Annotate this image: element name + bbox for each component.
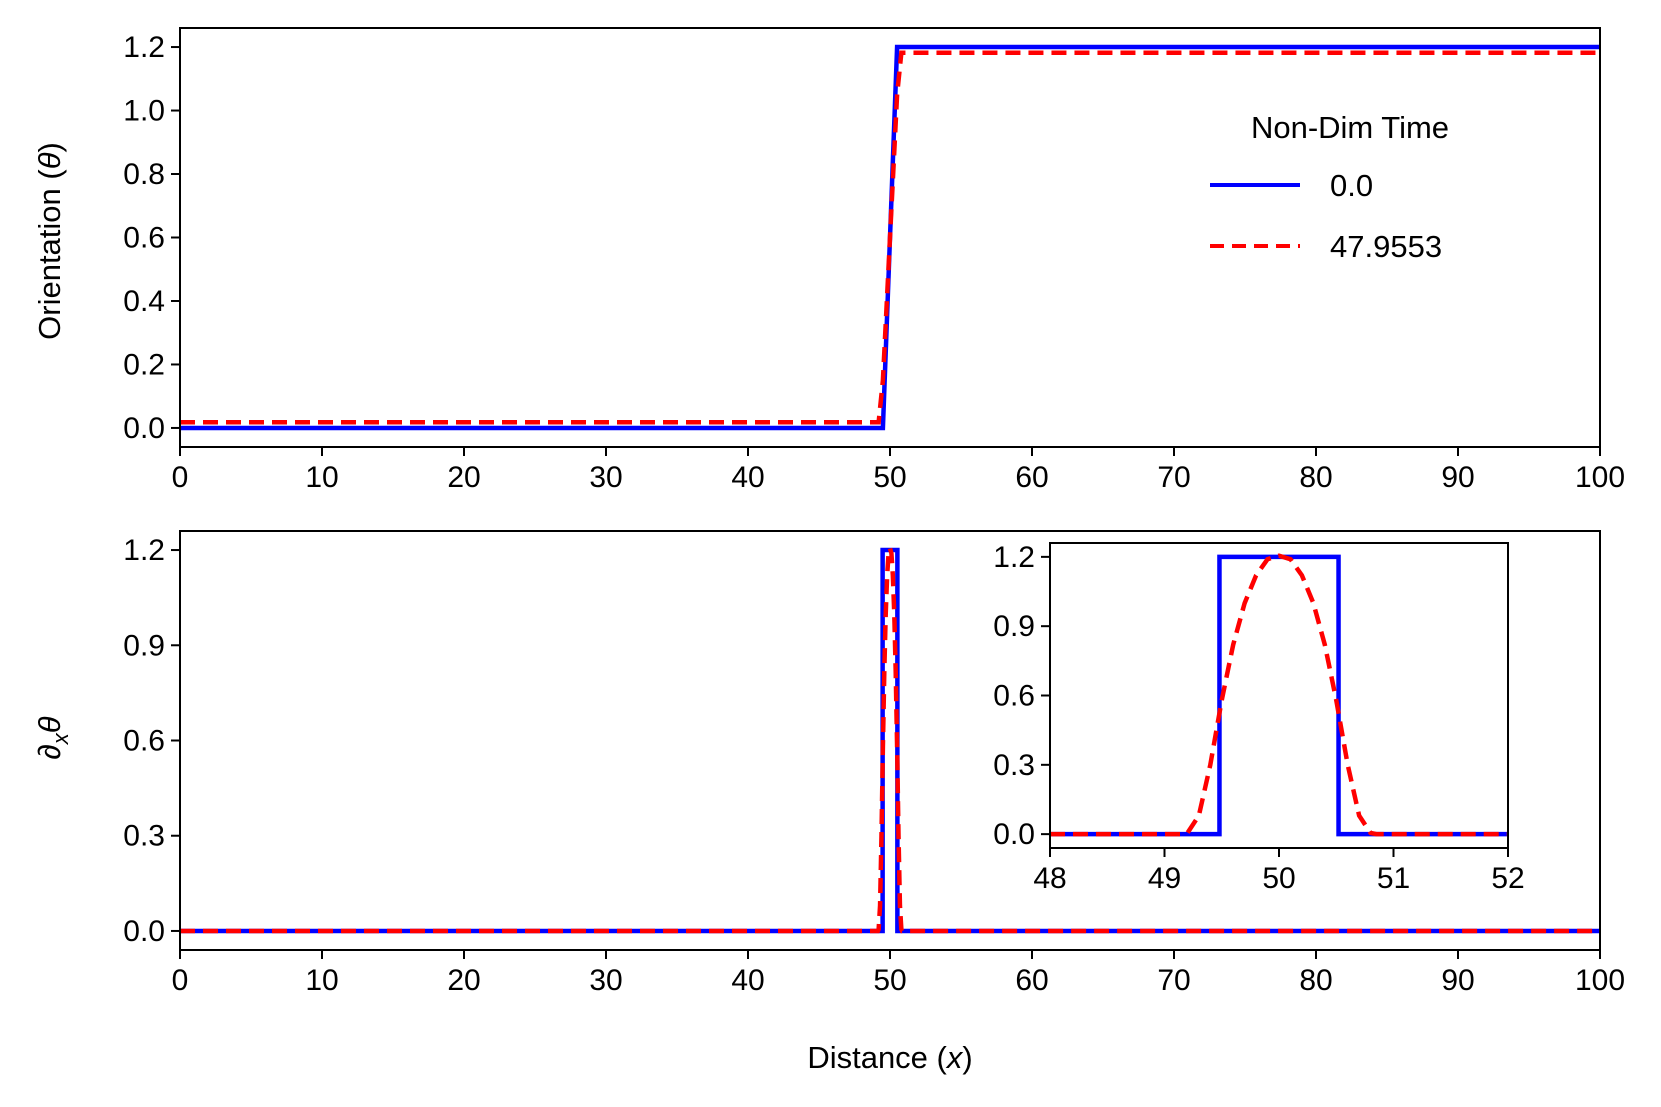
inset-x-tick-label: 51 bbox=[1377, 862, 1410, 895]
inset-y-tick-label: 0.3 bbox=[993, 749, 1035, 782]
top-x-tick-label: 50 bbox=[873, 461, 906, 494]
inset-y-tick-label: 1.2 bbox=[993, 541, 1035, 574]
bottom-x-tick-label: 50 bbox=[873, 964, 906, 997]
top-x-tick-label: 20 bbox=[447, 461, 480, 494]
bottom-x-axis-label-main: Distance ( bbox=[807, 1040, 947, 1075]
bottom-x-tick-label: 100 bbox=[1575, 964, 1625, 997]
bottom-y-axis-label-subscript: x bbox=[48, 732, 73, 745]
top-x-tick-label: 80 bbox=[1299, 461, 1332, 494]
bottom-x-tick-label: 0 bbox=[172, 964, 189, 997]
inset-plot-background bbox=[1050, 543, 1508, 848]
top-x-tick-label: 0 bbox=[172, 461, 189, 494]
inset-plot-area: 48 49 50 51 52 0.0 0.3 0.6 0.9 1.2 bbox=[993, 541, 1524, 895]
legend-title: Non-Dim Time bbox=[1251, 110, 1449, 145]
bottom-x-axis-label: Distance (x) bbox=[807, 1040, 972, 1075]
top-x-tick-label: 90 bbox=[1441, 461, 1474, 494]
bottom-x-tick-label: 90 bbox=[1441, 964, 1474, 997]
top-series-group bbox=[180, 44, 1600, 431]
top-x-tick-label: 40 bbox=[731, 461, 764, 494]
inset-x-tick-label: 50 bbox=[1262, 862, 1295, 895]
bottom-x-tick-label: 10 bbox=[305, 964, 338, 997]
bottom-series-group bbox=[180, 540, 1600, 934]
bottom-y-axis-label-partial: ∂ bbox=[32, 744, 67, 759]
top-plot-area: 0 10 20 30 40 50 60 70 80 90 100 0.0 0.2 0.4 0.6 0.8 1.0… bbox=[123, 27, 1625, 494]
inset-y-tick-label: 0.9 bbox=[993, 610, 1035, 643]
legend: Non-Dim Time 0.0 47.9553 bbox=[1210, 110, 1449, 264]
bottom-y-tick-label: 0.6 bbox=[123, 725, 165, 758]
bottom-y-axis-label: ∂xθ bbox=[32, 716, 73, 759]
inset-y-tick-label: 0.0 bbox=[993, 818, 1035, 851]
top-y-axis-label-main: Orientation ( bbox=[32, 169, 67, 340]
top-y-axis-label: Orientation (θ) bbox=[32, 142, 67, 340]
bottom-x-tick-label: 20 bbox=[447, 964, 480, 997]
bottom-y-tick-label: 1.2 bbox=[123, 534, 165, 567]
bottom-x-tick-label: 30 bbox=[589, 964, 622, 997]
top-panel: 0 10 20 30 40 50 60 70 80 90 100 0.0 0.2 0.4 0.6 0.8 1.0… bbox=[32, 27, 1625, 494]
bottom-x-tick-label: 60 bbox=[1015, 964, 1048, 997]
top-x-tick-label: 10 bbox=[305, 461, 338, 494]
legend-entry-47.9553: 47.9553 bbox=[1330, 229, 1442, 264]
bottom-x-tick-label: 70 bbox=[1157, 964, 1190, 997]
top-series-line-47.9553 bbox=[180, 50, 1600, 425]
legend-entry-0.0: 0.0 bbox=[1330, 168, 1373, 203]
bottom-y-axis-label-theta: θ bbox=[32, 716, 67, 733]
top-y-tick-label: 0.2 bbox=[123, 348, 165, 381]
inset-x-tick-label: 52 bbox=[1491, 862, 1524, 895]
top-y-tick-label: 0.8 bbox=[123, 158, 165, 191]
top-y-axis-label-symbol: θ bbox=[32, 152, 67, 169]
top-x-tick-label: 70 bbox=[1157, 461, 1190, 494]
top-y-tick-label: 0.0 bbox=[123, 412, 165, 445]
bottom-series-line-47.9553 bbox=[180, 540, 1600, 934]
top-y-tick-label: 1.0 bbox=[123, 95, 165, 128]
inset-panel: 48 49 50 51 52 0.0 0.3 0.6 0.9 1.2 bbox=[993, 541, 1524, 895]
bottom-x-axis-label-symbol: x bbox=[945, 1040, 964, 1075]
bottom-x-axis-label-close: ) bbox=[962, 1040, 972, 1075]
top-y-tick-label: 0.4 bbox=[123, 285, 165, 318]
top-y-tick-label: 1.2 bbox=[123, 31, 165, 64]
top-x-tick-label: 60 bbox=[1015, 461, 1048, 494]
bottom-y-tick-label: 0.9 bbox=[123, 629, 165, 662]
inset-series-line-47.9553 bbox=[1050, 553, 1508, 837]
bottom-y-tick-label: 0.3 bbox=[123, 820, 165, 853]
inset-y-tick-label: 0.6 bbox=[993, 680, 1035, 713]
top-x-tick-label: 100 bbox=[1575, 461, 1625, 494]
bottom-x-tick-label: 40 bbox=[731, 964, 764, 997]
inset-x-tick-label: 48 bbox=[1033, 862, 1066, 895]
top-y-tick-label: 0.6 bbox=[123, 222, 165, 255]
inset-x-tick-label: 49 bbox=[1148, 862, 1181, 895]
bottom-x-tick-label: 80 bbox=[1299, 964, 1332, 997]
top-y-axis-label-close: ) bbox=[32, 142, 67, 152]
inset-series-group bbox=[1050, 553, 1508, 837]
top-x-tick-label: 30 bbox=[589, 461, 622, 494]
bottom-y-tick-label: 0.0 bbox=[123, 915, 165, 948]
